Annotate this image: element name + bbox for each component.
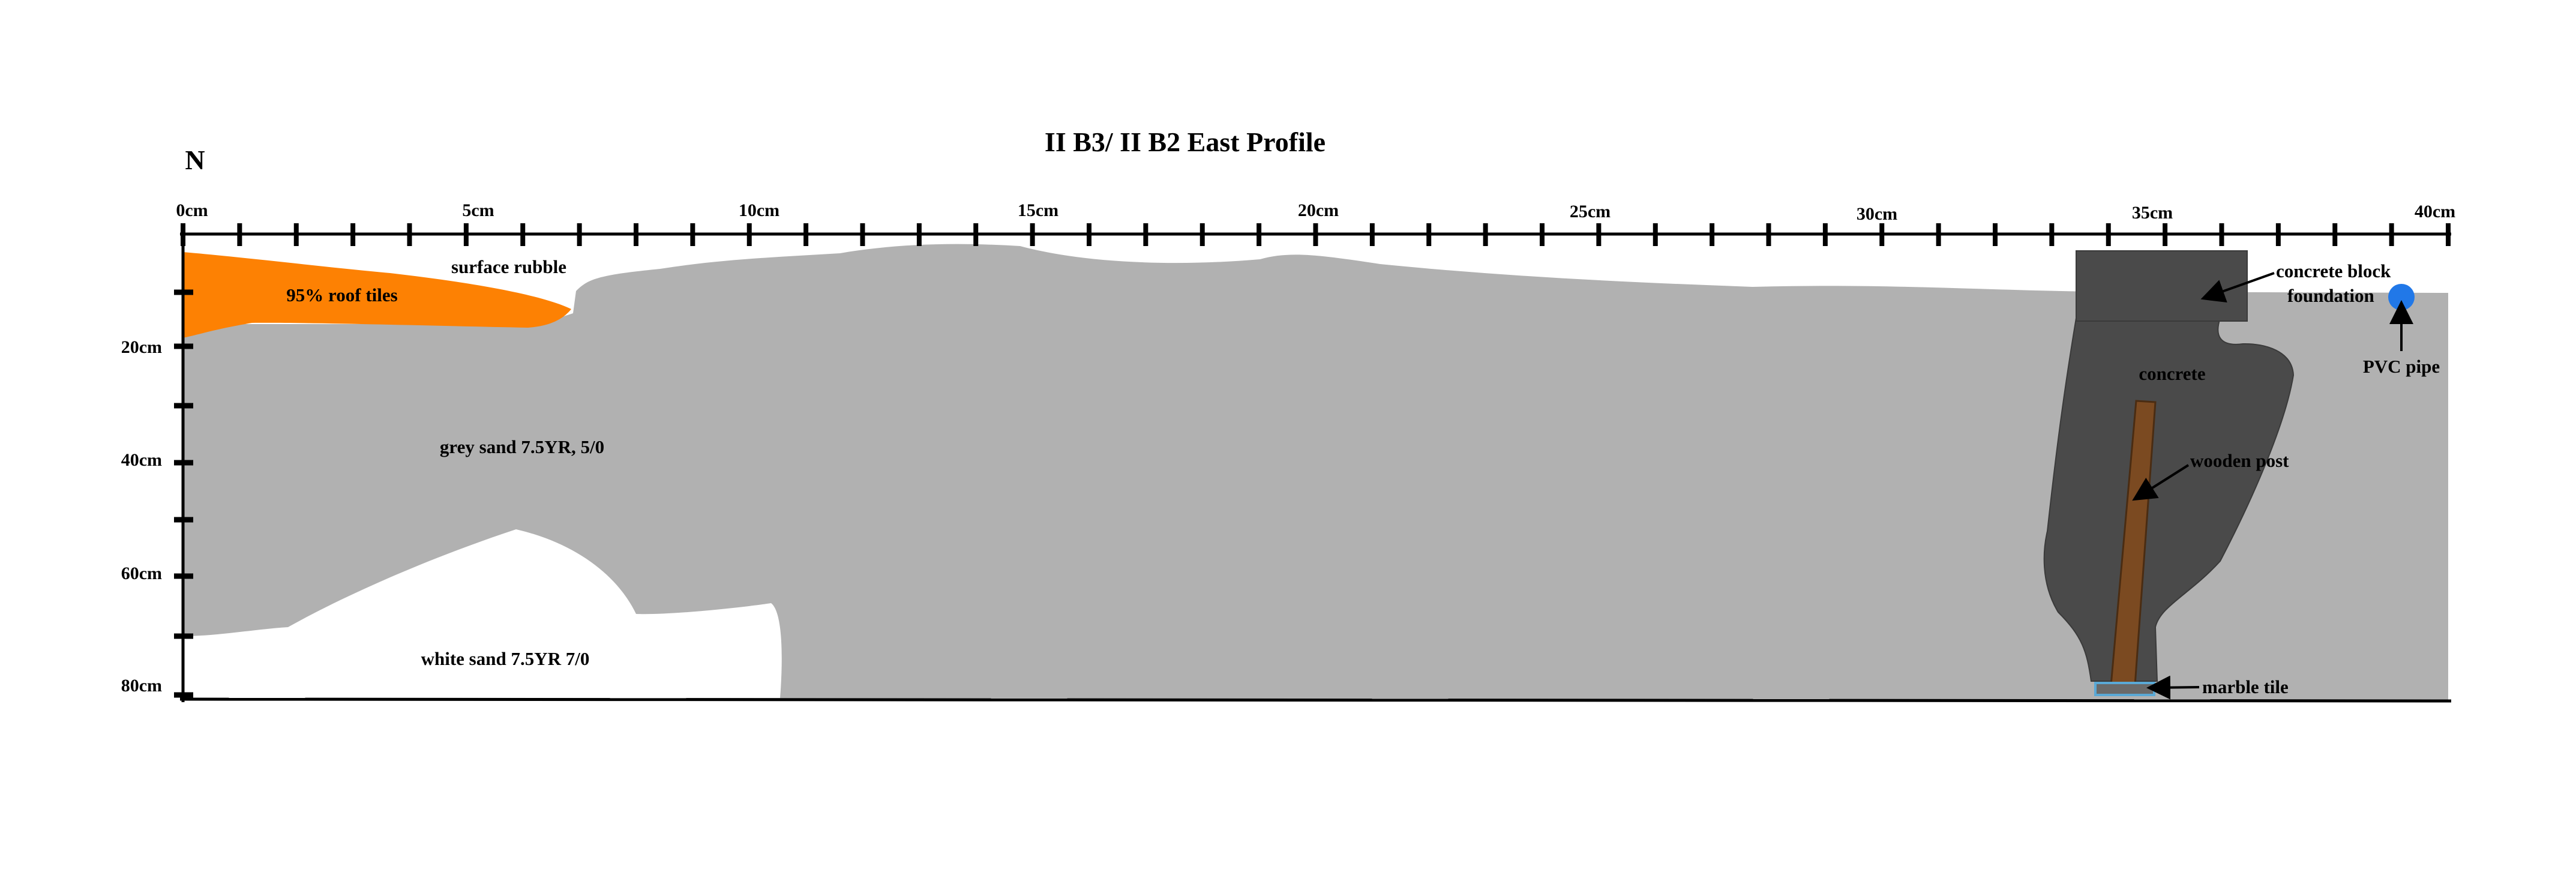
concrete-label: concrete [2139,363,2205,384]
pvc-pipe-label: PVC pipe [2363,356,2440,377]
h-scale-label-40: 40cm [2415,202,2455,221]
v-scale-label-20: 20cm [121,337,162,357]
horizontal-scale-ticks [181,223,2451,246]
vertical-scale-labels: 20cm 40cm 60cm 80cm [121,337,162,696]
h-scale-label-10: 10cm [739,200,779,220]
callout-arrows [2132,272,2413,700]
grey-sand-layer [183,244,2448,702]
wooden-post-arrow [2132,464,2190,501]
concrete-block-foundation [2076,250,2248,322]
h-scale-label-20: 20cm [1298,200,1339,220]
h-scale-label-5: 5cm [462,200,494,220]
h-scale-label-35: 35cm [2132,203,2173,223]
white-sand-label: white sand 7.5YR 7/0 [421,648,590,669]
concrete-block-label: concrete block [2276,260,2391,281]
profile-title: II B3/ II B2 East Profile [1045,127,1326,157]
horizontal-scale-labels: 0cm 5cm 10cm 15cm 20cm 25cm 30cm 35cm 40… [176,200,2455,224]
concrete-footing [2043,317,2295,682]
bottom-baseline [179,697,2452,703]
marble-tile-arrow [2146,675,2200,700]
h-scale-label-30: 30cm [1857,204,1897,224]
v-scale-label-80: 80cm [121,676,162,696]
white-sand-layer [183,529,782,698]
vertical-scale-ticks [174,289,193,698]
grey-sand-label: grey sand 7.5YR, 5/0 [440,436,604,457]
h-scale-label-0: 0cm [176,200,208,220]
wooden-post-label: wooden post [2190,450,2289,471]
foundation-label: foundation [2287,285,2374,306]
roof-tiles-layer [183,252,571,338]
marble-tile-label: marble tile [2202,676,2289,697]
h-scale-label-15: 15cm [1018,200,1058,220]
north-marker: N [185,145,205,175]
surface-rubble-label: surface rubble [451,256,566,277]
v-scale-label-60: 60cm [121,564,162,583]
marble-tile [2094,682,2155,696]
concrete-block-arrow [2200,272,2275,303]
roof-tiles-label: 95% roof tiles [286,284,397,305]
v-scale-label-40: 40cm [121,450,162,470]
h-scale-label-25: 25cm [1570,202,1611,221]
